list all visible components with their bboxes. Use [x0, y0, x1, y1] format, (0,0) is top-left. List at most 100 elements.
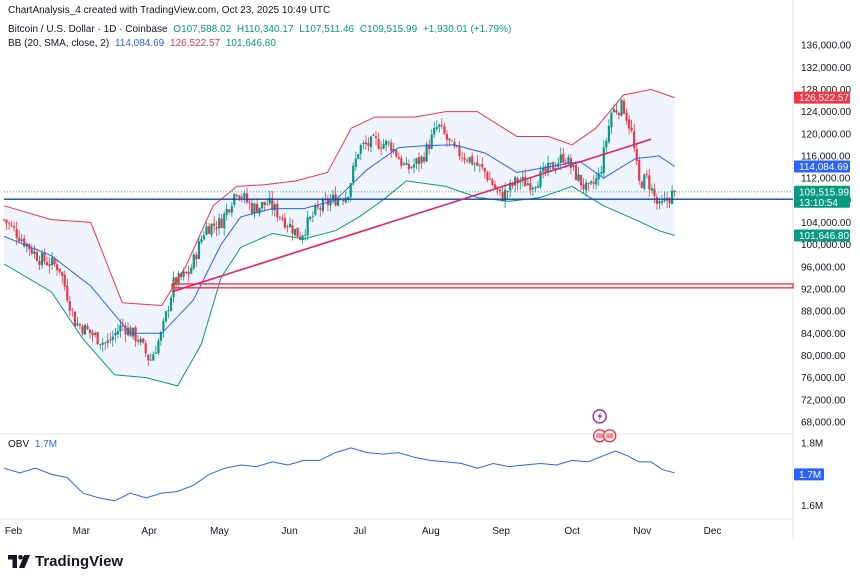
candle-body — [638, 160, 641, 181]
candle-body — [516, 178, 519, 184]
event-flash-bolt — [597, 412, 603, 421]
candle-body — [544, 166, 547, 172]
candle-body — [615, 110, 618, 113]
candle-body — [253, 203, 256, 213]
candle-body — [468, 157, 471, 163]
candle-body — [428, 144, 431, 150]
obv-value-label-text: 1.7M — [799, 470, 821, 481]
candle-body — [476, 162, 479, 166]
candle-body — [372, 135, 375, 136]
candle-body — [207, 226, 211, 234]
event-flash-icon — [592, 409, 607, 424]
candle-body — [230, 206, 233, 213]
candle-body — [572, 165, 575, 168]
price-tick-label: 100,000.00 — [801, 240, 851, 251]
tradingview-logo[interactable]: TradingView — [8, 553, 123, 570]
candle-body — [481, 164, 484, 168]
candle-body — [397, 157, 400, 160]
candle-body — [374, 136, 378, 139]
ohlc-close: C109,515.99 — [359, 24, 418, 35]
candle-body — [99, 344, 102, 346]
candle-body — [311, 215, 314, 217]
candle-body — [144, 343, 147, 354]
candle-body — [139, 338, 142, 343]
candle-body — [101, 342, 104, 345]
candle-body — [655, 197, 658, 204]
candle-body — [167, 310, 170, 312]
event-flag-stripes — [606, 433, 614, 439]
candle-body — [524, 176, 527, 187]
obv-axis: 1.8M 1.6M — [801, 439, 823, 512]
candle-body — [261, 202, 264, 209]
candle-body — [473, 163, 476, 165]
candle-body — [526, 183, 529, 186]
candle-body — [461, 157, 464, 159]
candle-body — [587, 182, 590, 184]
candle-body — [197, 241, 200, 259]
candle-body — [602, 147, 605, 173]
candle-body — [498, 189, 502, 192]
candle-body — [420, 156, 423, 163]
candle-body — [671, 191, 674, 205]
candle-body — [610, 112, 613, 128]
candle-body — [76, 323, 79, 326]
support-zone — [171, 283, 794, 289]
candle-body — [40, 252, 44, 266]
candle-body — [321, 199, 324, 212]
candle-body — [445, 134, 448, 140]
price-label-text: 109,515.99 — [799, 187, 849, 198]
obv-title: OBV — [8, 439, 30, 450]
candle-body — [605, 141, 608, 148]
candle-body — [250, 203, 254, 214]
candle-body — [471, 155, 474, 165]
candle-body — [347, 197, 350, 199]
candle-body — [463, 157, 466, 160]
candle-body — [438, 124, 441, 127]
candle-body — [30, 248, 33, 254]
candle-body — [25, 243, 28, 247]
candle-body — [71, 309, 74, 311]
candle-body — [296, 227, 299, 237]
candle-body — [111, 336, 114, 340]
candle-body — [124, 325, 127, 335]
candle-body — [91, 332, 94, 336]
candle-body — [466, 160, 469, 162]
candle-body — [504, 189, 507, 202]
candle-body — [390, 142, 393, 152]
candle-body — [433, 128, 436, 135]
bb-upper-value: 126,522.57 — [170, 38, 221, 49]
candle-body — [61, 271, 64, 276]
candle-body — [458, 145, 461, 157]
price-tick-label: 120,000.00 — [801, 129, 851, 140]
candle-body — [271, 198, 274, 210]
candle-body — [574, 164, 578, 181]
bb-title: BB (20, SMA, close, 2) — [8, 38, 110, 49]
candle-body — [147, 354, 150, 361]
candle-body — [288, 223, 292, 228]
candle-body — [514, 177, 517, 186]
obv-value: 1.7M — [34, 439, 58, 450]
candle-body — [48, 264, 51, 266]
candle-body — [35, 251, 38, 261]
candle-body — [185, 271, 188, 273]
price-tick-label: 76,000.00 — [801, 373, 846, 384]
ohlc-open: O107,588.02 — [173, 24, 232, 35]
time-tick-label: Jun — [282, 526, 298, 537]
candle-body — [486, 172, 489, 180]
candle-body — [435, 127, 438, 129]
candle-body — [385, 140, 388, 145]
event-us-flag-icon — [592, 429, 617, 443]
candle-body — [529, 183, 532, 191]
candle-body — [440, 124, 443, 126]
candle-body — [658, 201, 661, 204]
candles-group — [2, 98, 676, 366]
candle-body — [559, 154, 562, 163]
candle-body — [245, 193, 249, 203]
time-axis: Feb Mar Apr May Jun Jul Aug Sep Oct Nov Dec — [5, 526, 722, 537]
candle-body — [63, 274, 66, 287]
price-tick-label: 128,000.00 — [801, 85, 851, 96]
ohlc-high: H110,340.17 — [236, 24, 294, 35]
bb-lower-line — [3, 180, 675, 387]
candle-body — [152, 354, 155, 361]
